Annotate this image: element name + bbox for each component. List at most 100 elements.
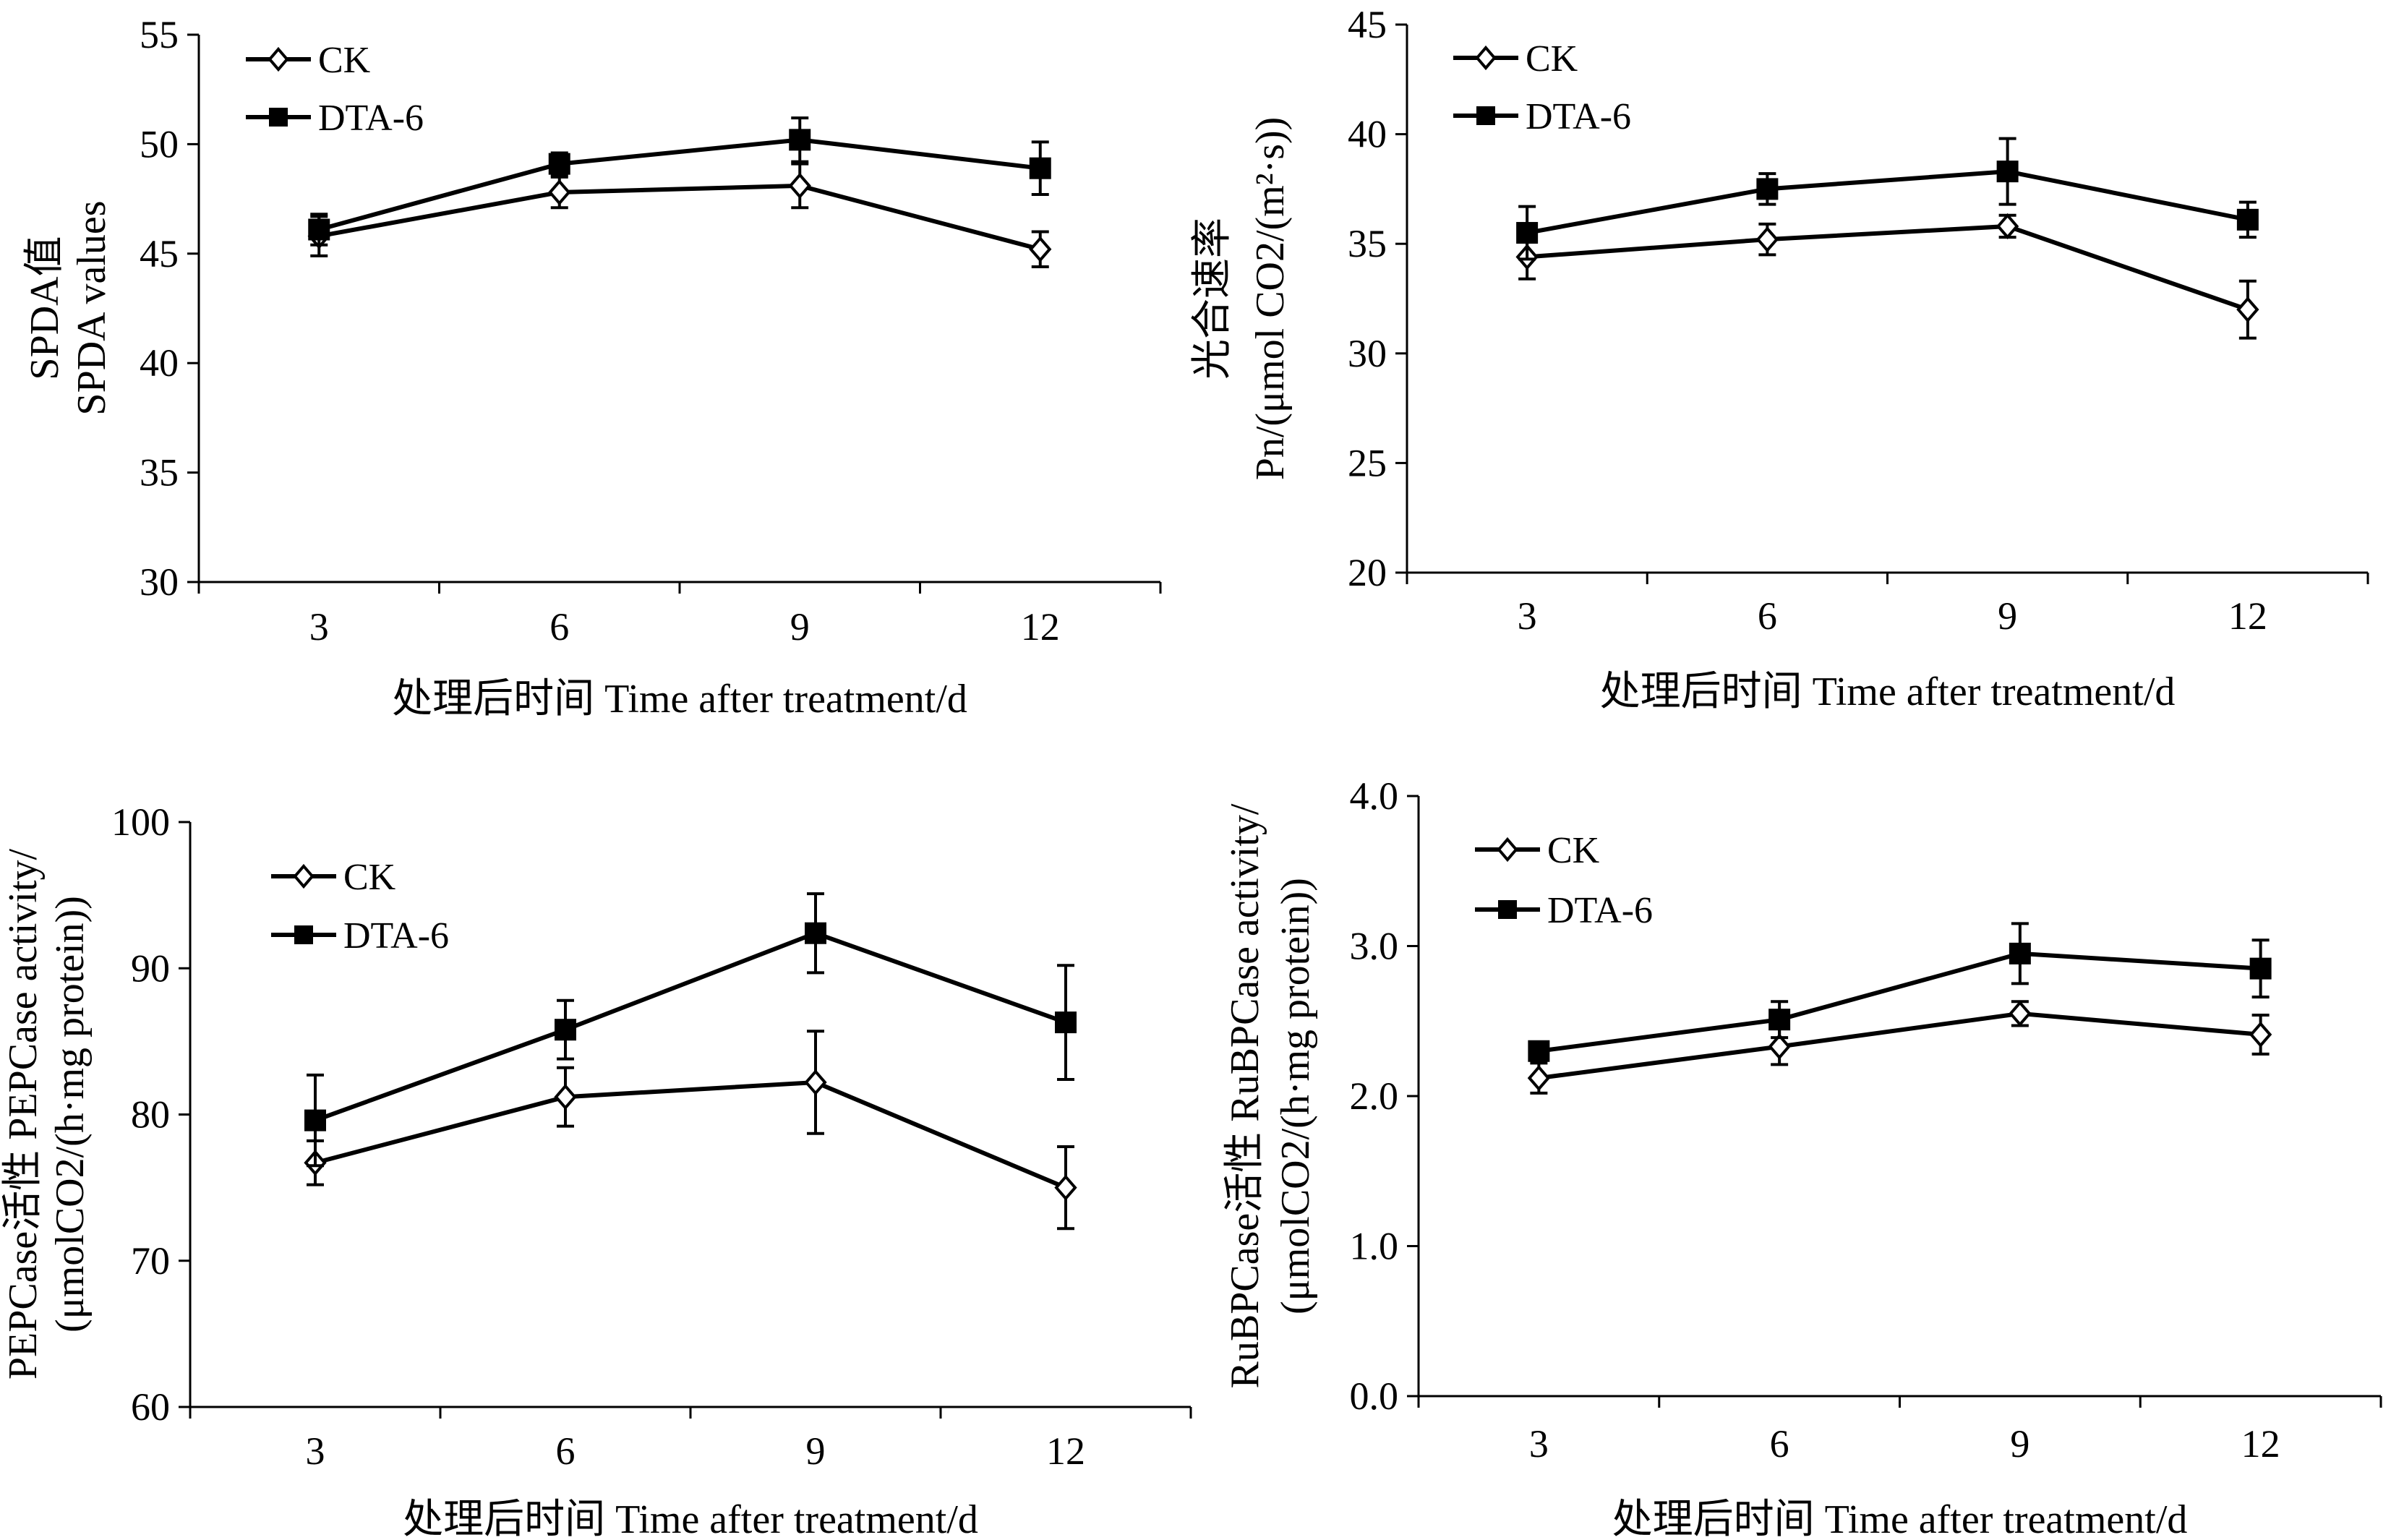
legend-label: DTA-6 <box>318 98 424 139</box>
y-tick-label: 30 <box>140 560 179 604</box>
data-point <box>548 153 570 175</box>
data-point <box>2009 942 2031 964</box>
y-tick-label: 80 <box>131 1093 170 1137</box>
y-tick-label: 25 <box>1348 441 1387 484</box>
legend-marker <box>294 925 313 944</box>
series-dta-6 <box>308 116 1051 247</box>
data-point <box>804 1069 827 1096</box>
data-point <box>1768 1033 1791 1060</box>
legend-marker <box>293 863 315 889</box>
data-point <box>1029 157 1051 179</box>
series-line <box>318 137 1041 232</box>
data-point <box>2236 208 2259 231</box>
x-tick-label: 9 <box>2010 1422 2029 1466</box>
x-tick-label: 12 <box>2228 594 2267 638</box>
series-line <box>1526 223 2249 312</box>
data-point <box>1755 226 1779 253</box>
y-axis-label: SPDA值 <box>22 236 67 380</box>
x-tick-label: 12 <box>1021 605 1060 649</box>
y-axis-label: SPDA values <box>69 200 114 415</box>
series-line <box>1538 951 2261 1053</box>
data-point <box>554 1084 577 1111</box>
data-point <box>788 172 811 199</box>
legend-item: CK <box>1475 830 1600 871</box>
y-tick-label: 60 <box>131 1385 170 1429</box>
legend-label: CK <box>318 40 371 81</box>
x-tick-label: 3 <box>1518 594 1537 638</box>
data-point <box>304 1109 326 1132</box>
legend-label: CK <box>1547 830 1600 871</box>
legend-item: DTA-6 <box>271 915 449 957</box>
y-tick-label: 0.0 <box>1350 1374 1399 1418</box>
y-tick-label: 55 <box>140 13 179 56</box>
data-point <box>789 129 811 151</box>
legend-label: DTA-6 <box>343 915 449 957</box>
x-axis-label: 处理后时间 Time after treatment/d <box>392 677 967 722</box>
data-point <box>2249 957 2272 980</box>
legend-label: CK <box>343 857 396 898</box>
data-point <box>1996 161 2019 183</box>
legend-label: DTA-6 <box>1547 890 1653 931</box>
data-point <box>1029 236 1052 262</box>
series-line <box>1538 1011 2261 1081</box>
series-line <box>314 931 1067 1123</box>
chart-panel-1: 30 35 40 45 50 55 3 6 9 12 处理后时间 Time after treatm… <box>22 13 1162 722</box>
legend-item: CK <box>246 40 371 81</box>
legend-marker <box>268 46 289 72</box>
data-point <box>555 1019 576 1041</box>
x-tick-label: 9 <box>806 1429 826 1473</box>
y-tick-label: 40 <box>1348 113 1387 156</box>
series-line <box>318 183 1041 252</box>
data-point <box>1516 222 1539 244</box>
y-tick-label: 40 <box>140 341 179 385</box>
series-dta-6 <box>1516 137 2259 261</box>
legend-item: CK <box>1453 38 1578 80</box>
x-tick-label: 3 <box>1529 1422 1549 1466</box>
x-tick-label: 6 <box>1758 594 1777 638</box>
y-tick-label: 100 <box>111 800 170 844</box>
data-point <box>805 922 826 944</box>
y-axis-label: 光合速率 <box>1190 218 1235 380</box>
y-axis-label: RuBPCase活性 RuBPCase activity/ <box>1223 803 1267 1388</box>
data-point <box>308 218 330 241</box>
y-axis-label: (μmolCO2/(h·mg protein)) <box>48 896 93 1332</box>
data-point <box>548 179 571 206</box>
legend-label: DTA-6 <box>1526 96 1631 137</box>
data-point <box>1996 213 2019 239</box>
y-tick-label: 30 <box>1348 332 1387 375</box>
x-tick-label: 6 <box>1770 1422 1789 1466</box>
data-point <box>1527 1065 1551 1092</box>
x-tick-label: 12 <box>2241 1422 2280 1466</box>
x-tick-label: 3 <box>306 1429 325 1473</box>
legend-label: CK <box>1526 38 1578 80</box>
x-axis-label: 处理后时间 Time after treatment/d <box>1600 670 2176 714</box>
y-tick-label: 90 <box>131 946 170 990</box>
data-point <box>2249 1021 2272 1048</box>
legend-item: CK <box>271 857 396 898</box>
legend-marker <box>1497 837 1518 863</box>
x-tick-label: 3 <box>309 605 329 649</box>
legend-marker <box>269 108 288 127</box>
series-ck <box>1515 213 2259 340</box>
y-tick-label: 4.0 <box>1350 774 1399 818</box>
data-point <box>1054 1174 1077 1201</box>
y-tick-label: 50 <box>140 122 179 166</box>
series-dta-6 <box>304 892 1077 1168</box>
data-point <box>2009 1000 2032 1027</box>
chart-panel-2: 20 25 30 35 40 45 3 6 9 12 处理后时间 Time after treatm… <box>1190 3 2369 714</box>
y-axis-label: Pn/(μmol CO2/(m²·s)) <box>1248 117 1293 481</box>
y-tick-label: 35 <box>140 451 179 495</box>
series-ck <box>304 1030 1077 1231</box>
x-axis-label: 处理后时间 Time after treatment/d <box>403 1497 978 1540</box>
y-tick-label: 70 <box>131 1239 170 1283</box>
series-dta-6 <box>1528 922 2272 1062</box>
x-tick-label: 6 <box>549 605 569 649</box>
legend-marker <box>1475 45 1497 71</box>
legend-marker <box>1476 106 1495 125</box>
data-point <box>1768 1009 1791 1031</box>
y-tick-label: 2.0 <box>1350 1074 1399 1118</box>
data-point <box>2236 296 2259 323</box>
x-tick-label: 12 <box>1046 1429 1085 1473</box>
x-tick-label: 9 <box>1998 594 2017 638</box>
